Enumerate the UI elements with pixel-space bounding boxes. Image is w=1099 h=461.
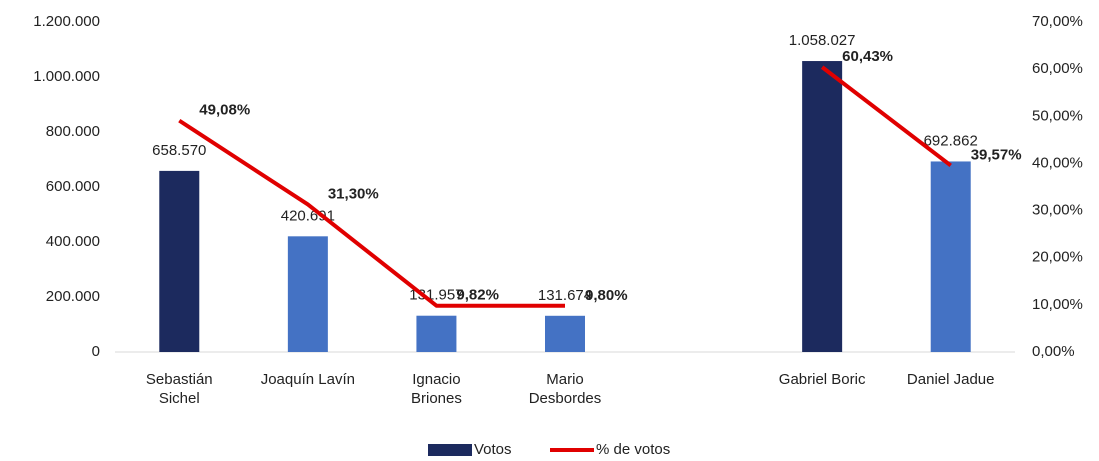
y2-tick-label: 30,00% (1032, 202, 1083, 219)
legend-swatch (428, 444, 472, 456)
x-tick-label: Daniel Jadue (906, 371, 995, 388)
line-value-label: 39,57% (971, 146, 1022, 163)
y-tick-label: 600.000 (46, 178, 100, 195)
line-value-label: 49,08% (199, 102, 250, 119)
line-value-label: 9,80% (585, 287, 628, 304)
y-tick-label: 800.000 (46, 123, 100, 140)
y-tick-label: 1.000.000 (33, 68, 100, 85)
bar (930, 161, 971, 352)
y2-tick-label: 10,00% (1032, 296, 1083, 313)
bar-value-label: 1.058.027 (789, 32, 856, 49)
bar-value-label: 131.957 (409, 287, 463, 304)
line (178, 65, 952, 308)
y2-tick-label: 20,00% (1032, 249, 1083, 266)
bar (159, 170, 200, 352)
line-value-label: 9,82% (456, 287, 499, 304)
bar-value-label: 658.570 (152, 142, 206, 159)
y2-tick-label: 60,00% (1032, 60, 1083, 77)
x-tick-label: Gabriel Boric (778, 371, 866, 388)
bar (802, 61, 843, 353)
y-tick-label: 200.000 (46, 288, 100, 305)
bar (545, 315, 585, 352)
x-tick-label: Joaquín Lavín (260, 371, 355, 388)
bar-value-label: 692.862 (924, 132, 978, 149)
x-tick-label: Mario Desbordes (528, 371, 602, 407)
x-tick-label: Sebastián Sichel (145, 371, 213, 407)
bar (416, 315, 457, 352)
y-tick-label: 0 (92, 343, 100, 360)
bar (287, 236, 328, 352)
y2-tick-label: 50,00% (1032, 107, 1083, 124)
y-tick-label: 400.000 (46, 233, 100, 250)
bar-value-label: 131.674 (538, 287, 592, 304)
y2-tick-label: 40,00% (1032, 154, 1083, 171)
y2-tick-label: 0,00% (1032, 343, 1075, 360)
y-tick-label: 1.200.000 (33, 13, 100, 30)
legend-label: % de votos (596, 441, 670, 458)
bar-value-label: 420.691 (281, 207, 335, 224)
line-value-label: 31,30% (328, 185, 379, 202)
line-value-label: 60,43% (842, 48, 893, 65)
x-tick-label: Ignacio Briones (410, 371, 462, 407)
y2-tick-label: 70,00% (1032, 13, 1083, 30)
legend-label: Votos (474, 441, 512, 458)
